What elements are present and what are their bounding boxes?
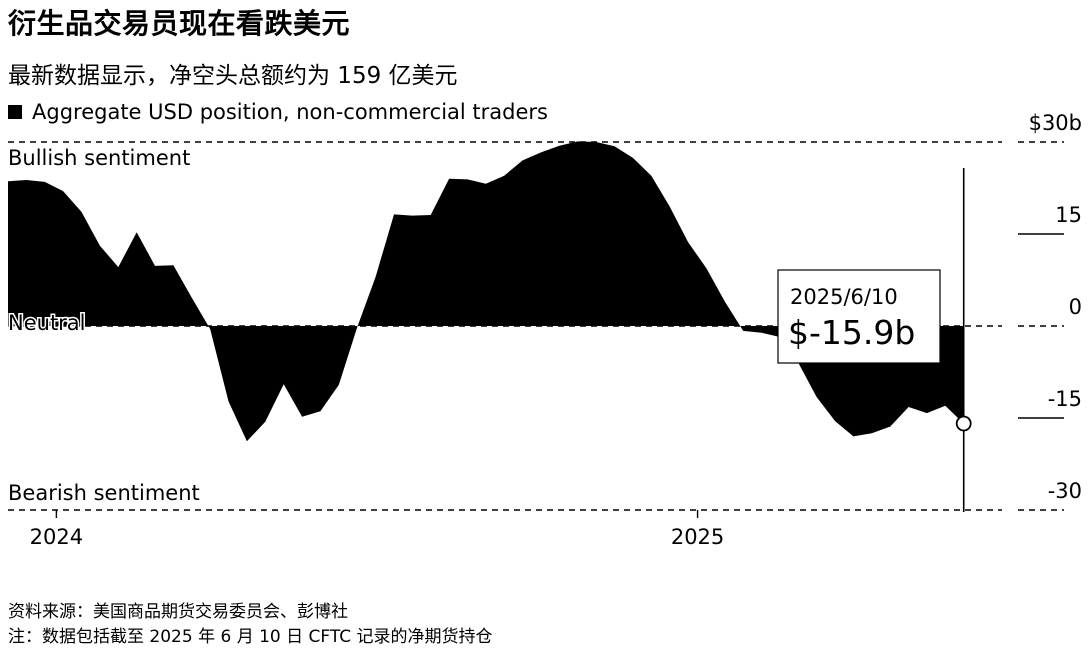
chart-title: 衍生品交易员现在看跌美元 xyxy=(8,7,351,40)
annotation-neutral: Neutral xyxy=(8,311,86,335)
last-point-marker xyxy=(955,415,972,432)
x-tick-label: 2024 xyxy=(30,525,83,549)
footnote: 注：数据包括截至 2025 年 6 月 10 日 CFTC 记录的净期货持仓 xyxy=(8,627,493,647)
legend: Aggregate USD position, non-commercial t… xyxy=(8,100,548,124)
tooltip-box xyxy=(777,269,941,364)
tooltip-date: 2025/6/10 xyxy=(790,285,898,309)
y-tick-label: $30b xyxy=(1029,111,1082,135)
chart-subtitle: 最新数据显示，净空头总额约为 159 亿美元 xyxy=(8,63,458,89)
legend-label: Aggregate USD position, non-commercial t… xyxy=(32,100,548,124)
legend-swatch xyxy=(8,105,22,119)
y-tick-label: -30 xyxy=(1048,479,1082,503)
annotation-bearish: Bearish sentiment xyxy=(8,481,200,505)
series-area xyxy=(8,141,964,442)
source-note: 资料来源：美国商品期货交易委员会、彭博社 xyxy=(8,602,348,622)
annotation-bullish: Bullish sentiment xyxy=(8,146,190,170)
y-tick-label: 15 xyxy=(1055,203,1082,227)
y-tick-label: 0 xyxy=(1069,295,1082,319)
tooltip-value: $-15.9b xyxy=(788,313,915,352)
x-tick-label: 2025 xyxy=(671,525,724,549)
y-tick-label: -15 xyxy=(1048,387,1082,411)
